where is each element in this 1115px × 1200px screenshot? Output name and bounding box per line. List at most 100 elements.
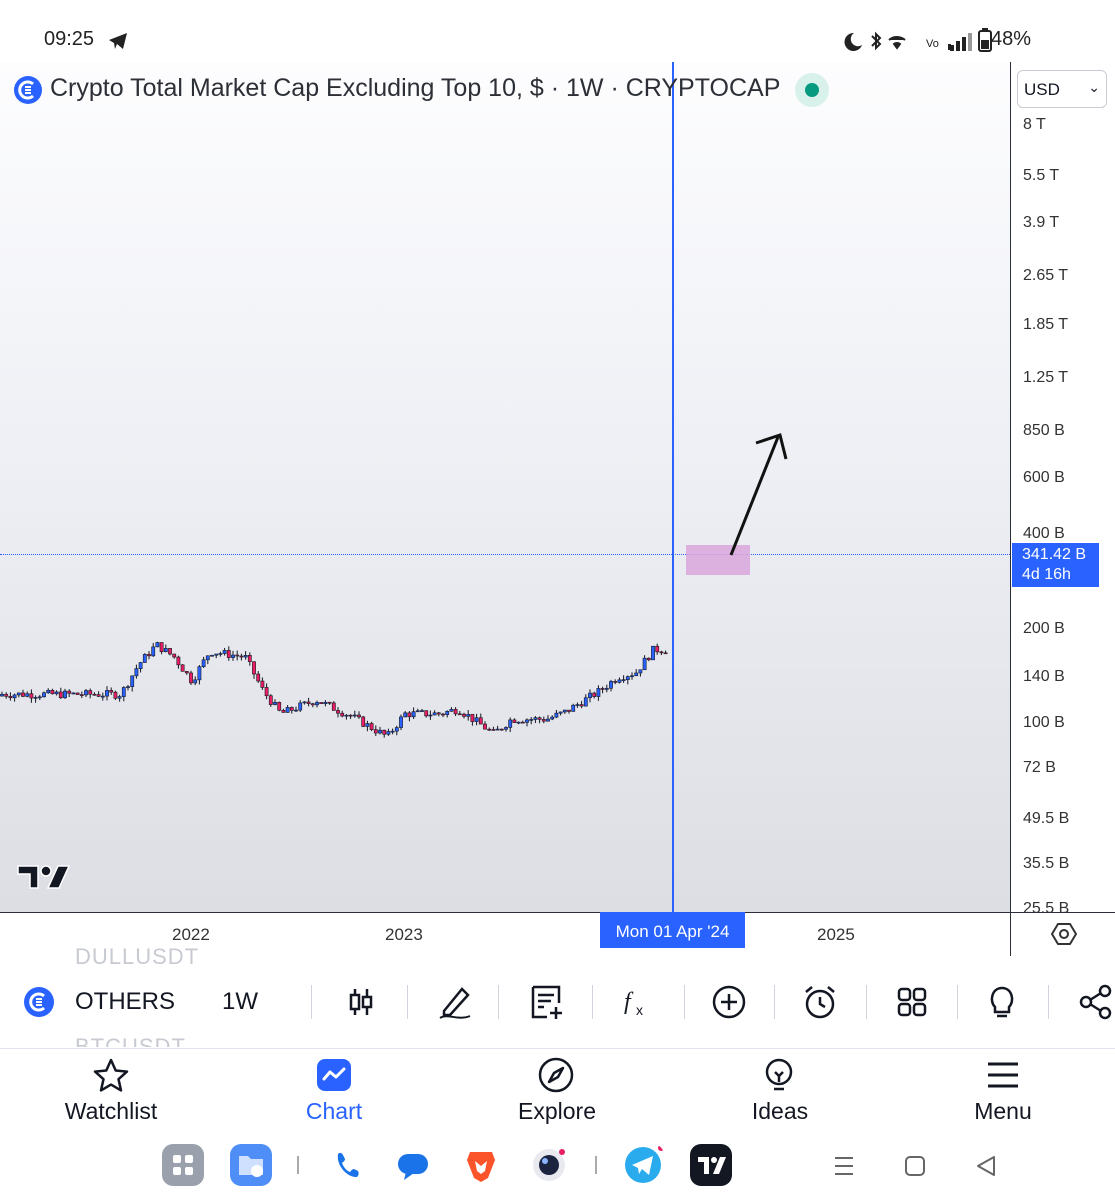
files-app-icon[interactable] (230, 1144, 272, 1186)
candle-body (54, 691, 59, 695)
candle-body (436, 712, 441, 715)
candle-body (361, 716, 366, 727)
status-icons: Vo (844, 31, 951, 51)
recent-apps-icon[interactable] (832, 1155, 856, 1177)
price-tick: 2.65 T (1023, 267, 1069, 284)
current-price-label: 341.42 B 4d 16h (1012, 543, 1099, 587)
faded-symbol-above: DULLUSDT (75, 944, 200, 966)
candle-body (634, 672, 639, 677)
toolbar-divider (684, 985, 685, 1019)
messages-app-icon[interactable] (392, 1144, 434, 1186)
candle-body (121, 687, 126, 697)
telegram-app-icon[interactable] (622, 1144, 664, 1186)
nav-watchlist[interactable]: Watchlist (64, 1098, 158, 1124)
candle-body (189, 672, 193, 684)
candle-body (197, 666, 202, 681)
candle-body (390, 730, 395, 733)
arrow-drawing[interactable] (720, 425, 800, 565)
chart-nav-icon[interactable] (316, 1058, 352, 1092)
candle-body (600, 688, 605, 690)
interval-selector[interactable]: 1W (222, 988, 258, 1015)
candle-body (386, 731, 391, 735)
faded-symbol-below: BTCUSDT (75, 1034, 186, 1047)
share-icon[interactable] (1077, 983, 1115, 1021)
candle-body (42, 692, 46, 698)
candle-body (264, 687, 269, 697)
candle-body (495, 728, 500, 731)
lightbulb-icon[interactable] (760, 1056, 798, 1094)
candle-body (147, 654, 151, 657)
candle-body (457, 713, 462, 716)
status-bar (0, 0, 1115, 62)
currency-select[interactable]: USD ⌄ (1017, 70, 1107, 108)
price-scale[interactable]: 8 T 5.5 T 3.9 T 2.65 T 1.85 T 1.25 T 850… (1010, 62, 1115, 912)
battery-percent: 48% (990, 28, 1031, 50)
dock-divider (297, 1156, 299, 1174)
candle-body (113, 691, 118, 699)
candle-body (613, 681, 618, 683)
candle-body (268, 695, 273, 705)
nav-ideas[interactable]: Ideas (751, 1098, 809, 1124)
candle-body (357, 714, 361, 718)
candle-body (424, 710, 429, 717)
candles-icon[interactable] (342, 983, 380, 1021)
symbol-selector[interactable]: OTHERS (75, 988, 176, 1015)
camera-app-icon[interactable] (528, 1144, 570, 1186)
candle-body (239, 655, 244, 658)
hamburger-menu-icon[interactable] (986, 1060, 1020, 1090)
home-icon[interactable] (903, 1154, 927, 1178)
time-axis[interactable]: 2022 2023 2025 (0, 912, 1115, 957)
candle-body (226, 650, 231, 658)
toolbar-divider (498, 985, 499, 1019)
candle-body (483, 723, 487, 730)
dock-divider (595, 1156, 597, 1174)
svg-text:x: x (636, 1002, 643, 1018)
phone-app-icon[interactable] (326, 1144, 368, 1186)
candle-body (29, 693, 34, 699)
alert-icon[interactable] (801, 983, 839, 1021)
candle-body (415, 710, 420, 713)
candle-body (462, 713, 466, 717)
tradingview-app-icon[interactable] (690, 1144, 732, 1186)
target-zone-rectangle[interactable] (686, 545, 750, 575)
nav-menu[interactable]: Menu (974, 1098, 1032, 1124)
candle-body (126, 686, 130, 688)
candle-body (0, 693, 4, 697)
nav-explore[interactable]: Explore (518, 1098, 596, 1124)
nav-chart[interactable]: Chart (305, 1098, 363, 1124)
candle-body (71, 692, 76, 695)
candle-body (340, 712, 345, 717)
toolbar-divider (774, 985, 775, 1019)
price-tick: 3.9 T (1023, 214, 1060, 231)
chart-canvas[interactable] (0, 62, 1010, 912)
candle-body (550, 716, 555, 720)
candle-body (218, 653, 223, 655)
candle-body (243, 654, 248, 658)
layouts-icon[interactable] (893, 983, 931, 1021)
star-icon[interactable] (92, 1057, 130, 1093)
candle-body (33, 697, 38, 699)
brave-browser-icon[interactable] (460, 1144, 502, 1186)
market-open-dot (805, 83, 819, 97)
bar-countdown: 4d 16h (1022, 566, 1071, 583)
candle-body (331, 702, 336, 711)
app-drawer-icon[interactable] (162, 1144, 204, 1186)
compass-icon[interactable] (537, 1056, 575, 1094)
candle-body (382, 729, 387, 735)
add-icon[interactable] (710, 983, 748, 1021)
settings-icon[interactable] (1050, 920, 1078, 948)
candle-body (130, 675, 135, 687)
candle-body (348, 714, 353, 717)
candle-body (516, 721, 521, 724)
add-note-icon[interactable] (527, 983, 565, 1021)
candle-body (155, 642, 160, 648)
candle-body (105, 690, 109, 697)
candle-body (205, 655, 210, 661)
chart-title[interactable]: Crypto Total Market Cap Excluding Top 10… (50, 74, 781, 102)
candle-body (579, 704, 584, 707)
back-icon[interactable] (974, 1154, 998, 1178)
ideas-icon[interactable] (983, 983, 1021, 1021)
draw-icon[interactable] (436, 983, 474, 1021)
candle-body (159, 642, 164, 652)
